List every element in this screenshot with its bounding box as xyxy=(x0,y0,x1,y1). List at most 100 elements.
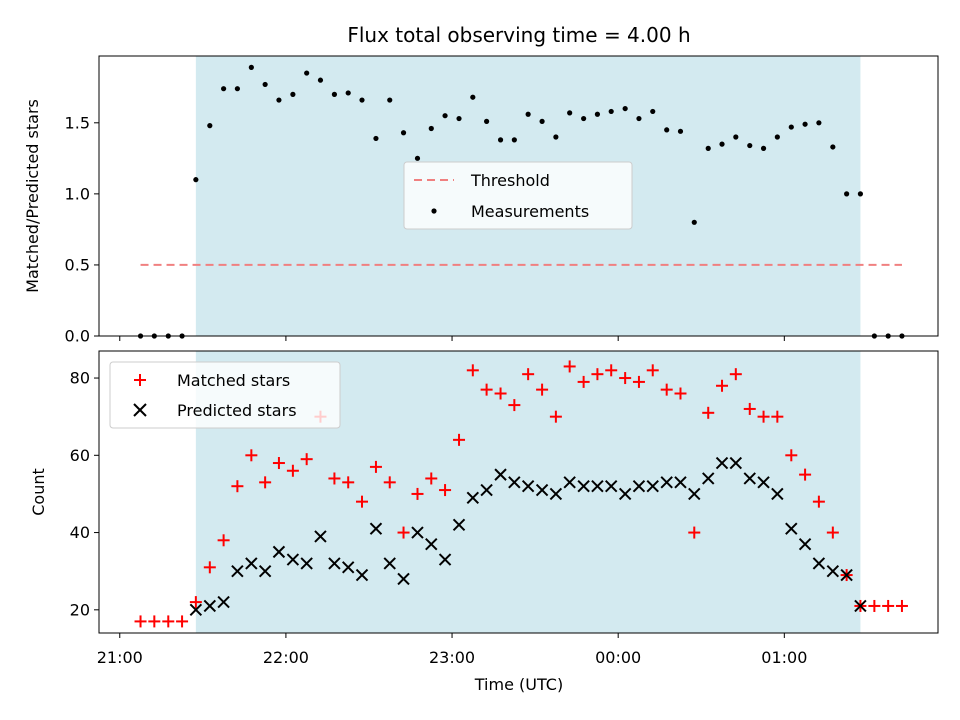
matched-star-point xyxy=(716,379,729,392)
predicted-star-point xyxy=(369,522,383,535)
measurement-point xyxy=(304,70,310,76)
matched-star-point xyxy=(729,368,742,381)
measurement-point xyxy=(428,125,434,132)
matched-star-point xyxy=(591,368,604,381)
measurement-point xyxy=(484,118,490,124)
matched-star-point xyxy=(425,472,438,485)
bottom-legend: Matched stars Predicted stars xyxy=(109,361,341,429)
legend-predicted-swatch xyxy=(133,403,147,417)
measurement-point xyxy=(387,97,393,103)
matched-star-point xyxy=(453,433,466,446)
x-tick-label: 21:00 xyxy=(97,648,143,667)
predicted-star-point xyxy=(660,476,673,489)
matched-star-point xyxy=(189,596,202,609)
bottom-y-tick-label: 20 xyxy=(70,600,90,619)
measurement-point xyxy=(788,124,794,130)
predicted-star-point xyxy=(272,545,286,559)
top-y-ticks: 0.0 0.5 1.0 1.5 xyxy=(65,113,99,346)
predicted-star-point xyxy=(591,479,604,493)
predicted-star-point xyxy=(632,479,646,493)
predicted-star-point xyxy=(328,557,341,570)
measurement-point xyxy=(497,137,504,143)
predicted-star-point xyxy=(549,487,563,501)
predicted-star-point xyxy=(342,561,355,574)
predicted-stars-points xyxy=(189,456,867,617)
bottom-legend-box xyxy=(109,361,341,429)
predicted-star-point xyxy=(355,568,369,582)
matched-star-point xyxy=(882,599,895,612)
measurement-point xyxy=(664,127,670,133)
bottom-x-ticks: 21:00 22:00 23:00 00:00 01:00 xyxy=(97,633,807,667)
measurement-point xyxy=(857,191,864,197)
predicted-star-point xyxy=(383,557,396,570)
x-tick-label: 23:00 xyxy=(429,648,475,667)
bottom-y-ticks: 20 40 60 80 xyxy=(70,369,99,619)
matched-star-point xyxy=(895,599,908,612)
matched-star-point xyxy=(369,460,382,473)
matched-star-point xyxy=(480,383,493,396)
matched-star-point xyxy=(231,480,244,493)
matched-star-point xyxy=(674,387,687,400)
measurement-point xyxy=(373,135,379,142)
matched-star-point xyxy=(785,449,798,462)
matched-stars-points xyxy=(134,360,908,628)
measurement-point xyxy=(414,155,421,161)
predicted-star-point xyxy=(411,526,424,539)
measurement-point xyxy=(345,90,351,96)
measurement-point xyxy=(677,128,684,134)
matched-star-point xyxy=(549,410,562,423)
measurement-point xyxy=(234,86,240,92)
measurement-point xyxy=(581,115,587,122)
matched-star-point xyxy=(619,372,632,385)
measurement-point xyxy=(636,115,642,122)
predicted-star-point xyxy=(508,476,521,489)
predicted-star-point xyxy=(300,557,313,570)
matched-star-point xyxy=(355,495,368,508)
predicted-star-point xyxy=(217,595,230,609)
predicted-star-point xyxy=(438,553,452,566)
bottom-panel: 20 40 60 80 21:00 22:00 23:00 00:00 01:00 Count… xyxy=(29,350,939,694)
matched-star-point xyxy=(868,599,881,612)
matched-star-point xyxy=(342,476,355,489)
measurement-point xyxy=(359,97,365,103)
matched-star-point xyxy=(162,615,175,628)
bottom-axes-frame xyxy=(98,350,939,634)
x-axis-label: Time (UTC) xyxy=(474,675,563,694)
measurement-point xyxy=(207,123,213,129)
predicted-star-point xyxy=(286,553,300,566)
measurement-point xyxy=(331,91,338,97)
legend-matched-label: Matched stars xyxy=(177,371,290,390)
measurement-point xyxy=(248,64,254,70)
matched-star-point xyxy=(148,615,161,628)
measurement-point xyxy=(193,177,199,183)
measurement-point xyxy=(747,142,753,149)
measurement-point xyxy=(594,111,601,117)
matched-star-point xyxy=(259,476,272,489)
matched-star-point xyxy=(508,399,521,412)
matched-star-point xyxy=(217,534,230,547)
measurement-point xyxy=(844,191,850,197)
predicted-star-point xyxy=(715,456,729,470)
predicted-star-point xyxy=(425,537,438,551)
predicted-star-point xyxy=(757,476,770,489)
predicted-star-point xyxy=(314,530,327,543)
predicted-star-point xyxy=(618,487,632,501)
measurement-point xyxy=(456,115,462,122)
predicted-star-point xyxy=(203,599,217,613)
measurement-point xyxy=(470,94,476,100)
matched-star-point xyxy=(522,368,535,381)
predicted-star-point xyxy=(646,479,659,493)
x-tick-label: 22:00 xyxy=(263,648,309,667)
x-tick-label: 01:00 xyxy=(761,648,807,667)
matched-star-point xyxy=(466,364,479,377)
measurement-point xyxy=(816,120,822,126)
matched-star-point xyxy=(439,484,452,497)
predicted-star-point xyxy=(840,568,853,582)
matched-star-point xyxy=(646,364,659,377)
matched-star-point xyxy=(286,464,299,477)
matched-star-point xyxy=(134,615,147,628)
legend-threshold-label: Threshold xyxy=(470,171,550,190)
matched-star-point xyxy=(799,468,812,481)
matched-star-point xyxy=(757,410,770,423)
matched-star-point xyxy=(176,615,189,628)
